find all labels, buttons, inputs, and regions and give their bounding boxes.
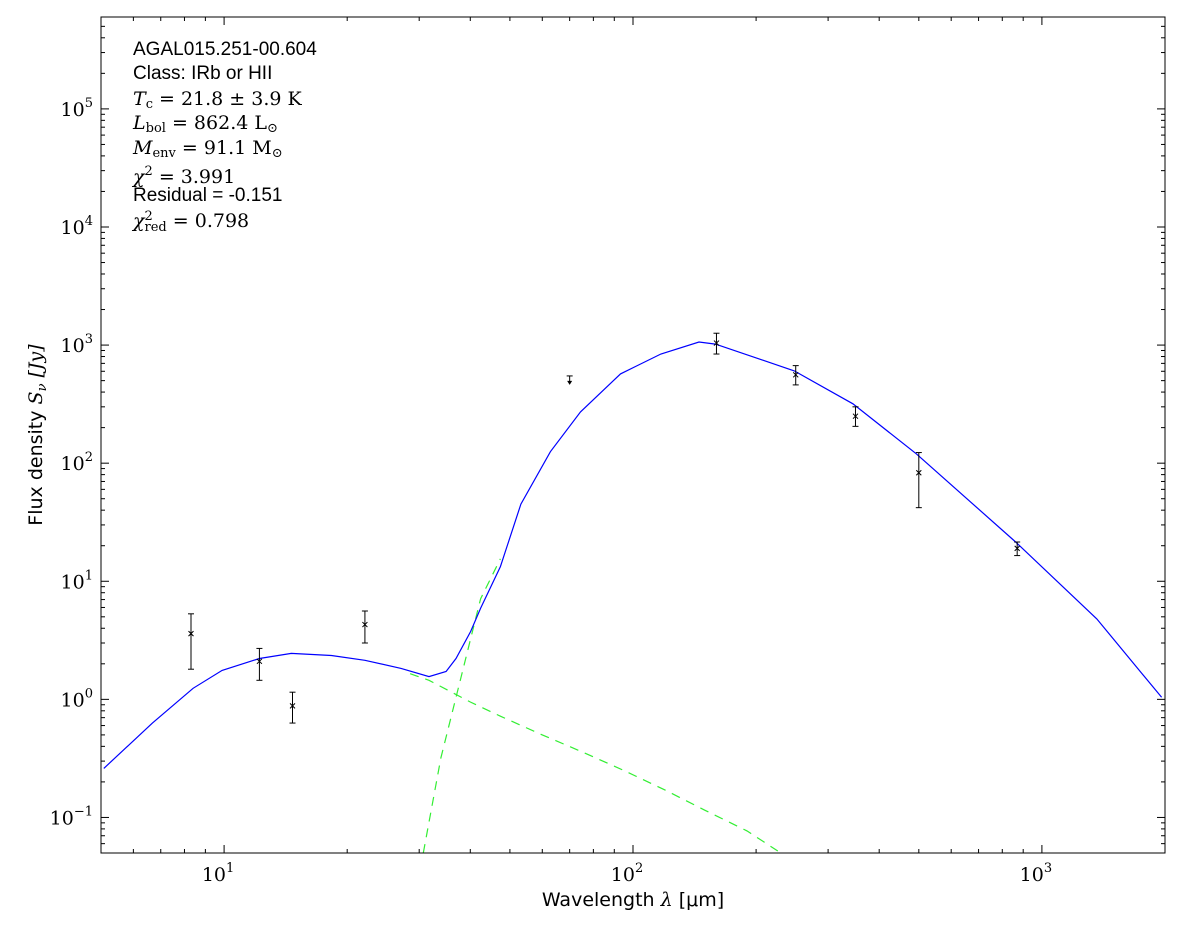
tick-exponent: 3 — [85, 332, 93, 347]
tick-base: 10 — [61, 217, 85, 239]
mass-label: Menv = 91.1 M⊙ — [133, 136, 283, 161]
point-marker — [256, 658, 263, 665]
data-point — [188, 613, 195, 670]
tick-exponent: −1 — [74, 804, 93, 819]
tick-exponent: 2 — [635, 861, 643, 876]
point-marker — [289, 703, 296, 709]
tick-exponent: 2 — [85, 450, 93, 465]
tick-exponent: 4 — [85, 214, 93, 229]
tick-base: 10 — [611, 864, 635, 886]
tick-base: 10 — [61, 571, 85, 593]
point-marker — [362, 621, 368, 628]
point-marker — [1014, 545, 1021, 552]
tick-exponent: 3 — [1044, 861, 1052, 876]
tick-base: 10 — [61, 689, 85, 711]
y-tick-label: 105 — [61, 96, 93, 121]
point-marker — [792, 371, 799, 378]
tick-base: 10 — [202, 864, 226, 886]
y-tick-label: 100 — [61, 686, 93, 711]
tick-base: 10 — [1020, 864, 1044, 886]
upper-limit-arrow — [567, 380, 573, 385]
residual-label: Residual = -0.151 — [133, 185, 283, 207]
point-marker — [188, 630, 194, 637]
y-tick-label: 103 — [61, 332, 93, 357]
series-line-cold-component — [422, 558, 501, 853]
upper-limit — [566, 375, 573, 385]
tick-base: 10 — [61, 453, 85, 475]
point-marker — [915, 469, 922, 476]
chi2-reduced-label: χ 2 red = 0.798 — [133, 208, 250, 235]
data-point — [713, 332, 720, 355]
point-marker — [713, 340, 720, 346]
source-class: Class: IRb or HII — [133, 63, 273, 85]
x-axis-label: Wavelength λ [μm] — [542, 889, 724, 911]
temperature-label: Tc = 21.8 ± 3.9 K — [133, 87, 302, 112]
y-axis-label: Flux density Sν [Jy] — [25, 344, 50, 526]
plot-marks — [103, 332, 1163, 853]
data-point — [289, 691, 296, 724]
tick-base: 10 — [61, 335, 85, 357]
tick-exponent: 1 — [226, 861, 234, 876]
y-tick-label: 101 — [61, 568, 93, 593]
x-tick-label: 103 — [1020, 861, 1052, 886]
y-tick-label: 102 — [61, 450, 93, 475]
data-point — [915, 452, 922, 509]
source-name: AGAL015.251-00.604 — [133, 39, 317, 60]
luminosity-label: Lbol = 862.4 L⊙ — [133, 112, 278, 137]
data-point — [361, 610, 368, 644]
x-tick-label: 102 — [611, 861, 643, 886]
tick-base: 10 — [61, 99, 85, 121]
data-point — [792, 365, 799, 386]
series-line-warm-component — [409, 673, 779, 852]
tick-exponent: 5 — [85, 96, 93, 111]
tick-exponent: 0 — [85, 686, 93, 701]
x-tick-label: 101 — [202, 861, 234, 886]
fit-annotation: AGAL015.251-00.604 Class: IRb or HII Tc … — [133, 38, 317, 235]
chi2-label: χ2 = 3.991 — [133, 163, 236, 188]
data-point — [256, 647, 263, 681]
data-point — [1014, 541, 1021, 557]
tick-exponent: 1 — [85, 568, 93, 583]
y-tick-label: 10−1 — [50, 804, 93, 829]
data-point — [852, 406, 859, 427]
point-marker — [852, 413, 859, 420]
tick-base: 10 — [50, 807, 74, 829]
series-line-total-model — [103, 341, 1163, 769]
y-tick-label: 104 — [61, 214, 93, 239]
